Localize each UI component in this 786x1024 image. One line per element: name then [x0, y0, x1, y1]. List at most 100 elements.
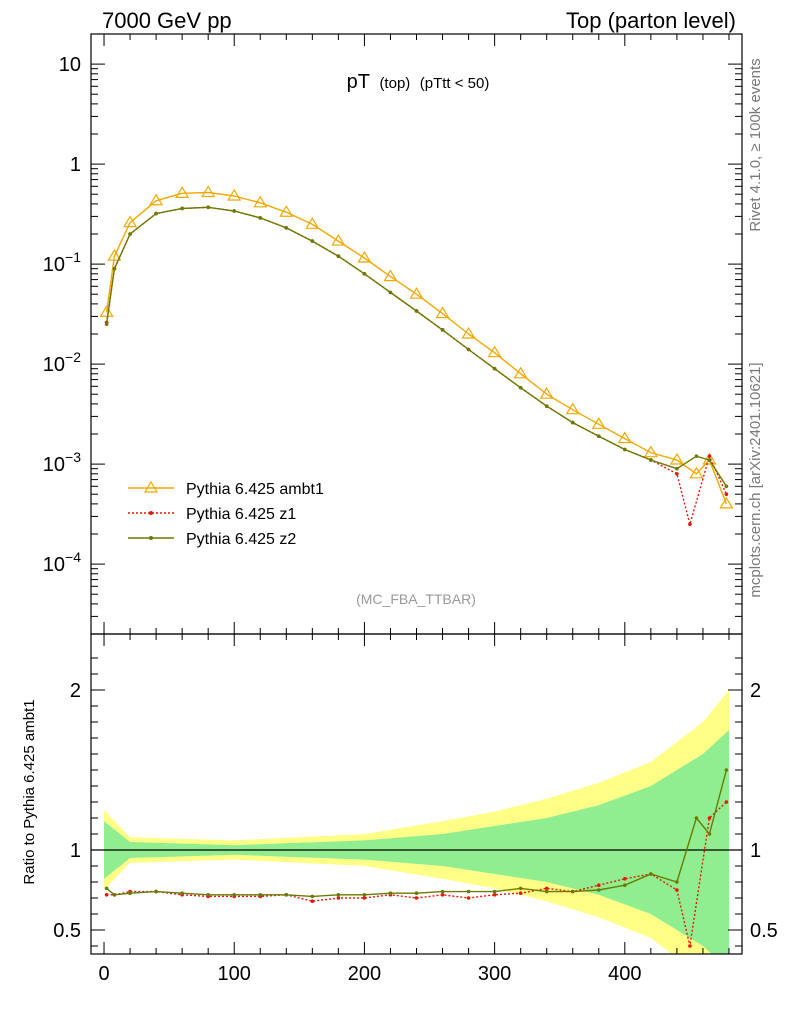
legend: Pythia 6.425 ambt1 Pythia 6.425 z1 Pythia … — [128, 480, 324, 548]
data-point-z1 — [707, 454, 712, 458]
ratio-point-z1 — [104, 893, 109, 897]
ratio-point-z1 — [623, 877, 627, 881]
ratio-point-z2 — [492, 889, 497, 894]
ratio-point-z2 — [310, 894, 315, 899]
legend-marker-ambt1 — [143, 480, 159, 493]
data-point-ambt1 — [591, 417, 606, 429]
data-point-z2 — [675, 466, 679, 471]
ratio-point-z2 — [206, 893, 210, 897]
y-tick-label: 10 — [59, 54, 81, 76]
x-tick-label: 0 — [98, 963, 109, 985]
ratio-y-tick-label-right: 1 — [750, 840, 761, 862]
y-tick-label: 10−2 — [43, 349, 81, 376]
rivet-label: Rivet 4.1.0, ≥ 100k events — [747, 58, 764, 231]
data-point-z2 — [362, 271, 367, 276]
ratio-y-tick-label: 0.5 — [53, 920, 81, 942]
data-point-z2 — [492, 366, 497, 371]
data-point-z2 — [258, 216, 263, 220]
data-point-z2 — [112, 266, 117, 271]
ratio-point-z1 — [492, 893, 497, 897]
ratio-point-z2 — [724, 768, 729, 772]
data-point-ambt1 — [357, 250, 372, 263]
x-tick-label: 100 — [218, 963, 251, 985]
data-point-z2 — [623, 447, 627, 452]
data-point-ambt1 — [253, 195, 268, 208]
axes-group: 0 100 200 300 400 10 1 10−1 10−2 10−3 10−4 0.5 0.5 1 1… — [43, 33, 778, 985]
data-point-ambt1 — [409, 287, 424, 299]
data-point-ambt1 — [719, 496, 734, 509]
ratio-point-z1 — [544, 886, 549, 891]
data-point-z2 — [440, 328, 445, 332]
ratio-ylabel: Ratio to Pythia 6.425 ambt1 — [21, 699, 38, 884]
data-point-z2 — [206, 205, 210, 210]
series-line-ambt1 — [105, 191, 728, 505]
ratio-point-z2 — [336, 893, 341, 897]
x-tick-label: 300 — [478, 963, 511, 985]
data-point-z2 — [596, 434, 601, 439]
ratio-point-z2 — [440, 889, 445, 894]
data-point-ambt1 — [669, 452, 684, 465]
data-point-z2 — [649, 458, 653, 462]
ratio-point-z2 — [570, 889, 575, 894]
data-point-z2 — [154, 211, 158, 216]
chart-title: pT (top) (pTtt < 50) — [347, 71, 490, 93]
data-point-ambt1 — [383, 269, 398, 282]
ratio-point-z2 — [414, 891, 419, 895]
data-point-ambt1 — [539, 387, 554, 399]
ratio-point-z2 — [544, 889, 549, 894]
ratio-point-z2 — [128, 891, 132, 895]
mcplots-label: mcplots.cern.ch [arXiv:2401.10621] — [747, 362, 764, 597]
legend-label-z2: Pythia 6.425 z2 — [186, 531, 296, 548]
data-point-z1 — [724, 492, 729, 497]
ratio-point-z2 — [675, 880, 679, 884]
data-point-z1 — [675, 471, 679, 476]
y-tick-label: 10−1 — [43, 249, 81, 276]
y-tick-label: 10−3 — [43, 449, 81, 476]
ratio-y-tick-label: 2 — [70, 680, 81, 702]
ratio-point-z2 — [258, 893, 263, 897]
series-line-z1 — [105, 206, 728, 527]
data-point-ambt1 — [435, 306, 450, 319]
data-point-ambt1 — [175, 186, 190, 198]
ratio-y-tick-label: 1 — [70, 840, 81, 862]
data-point-z2 — [518, 385, 523, 390]
data-point-z2 — [570, 420, 575, 425]
data-point-ambt1 — [331, 233, 346, 246]
ratio-point-z2 — [154, 889, 158, 894]
ratio-point-z1 — [414, 896, 419, 900]
y-tick-label: 10−4 — [43, 549, 81, 576]
header-right: Top (parton level) — [566, 8, 736, 33]
x-tick-label: 200 — [348, 963, 381, 985]
main-series-group — [99, 185, 734, 527]
data-point-z2 — [694, 454, 699, 458]
ratio-point-z2 — [362, 893, 367, 897]
data-point-ambt1 — [123, 215, 138, 228]
legend-marker-z2 — [149, 536, 153, 540]
ratio-point-z2 — [232, 893, 237, 897]
data-point-z2 — [414, 309, 419, 313]
ratio-point-z2 — [707, 832, 712, 836]
ratio-point-z2 — [518, 886, 523, 891]
ratio-point-z1 — [336, 896, 341, 900]
data-point-z2 — [232, 209, 237, 213]
ratio-point-z2 — [649, 872, 653, 876]
ratio-band-green — [104, 730, 729, 954]
ratio-series-group — [104, 768, 729, 948]
series-line-z2 — [105, 206, 727, 487]
data-point-ambt1 — [689, 466, 704, 479]
data-point-ambt1 — [565, 402, 580, 415]
legend-label-z1: Pythia 6.425 z1 — [186, 506, 296, 523]
legend-label-ambt1: Pythia 6.425 ambt1 — [186, 481, 324, 498]
data-point-z2 — [466, 347, 471, 352]
data-point-ambt1 — [643, 445, 658, 458]
ratio-point-z2 — [104, 886, 109, 891]
data-point-z2 — [724, 484, 729, 489]
ratio-y-tick-label-right: 0.5 — [750, 920, 778, 942]
data-point-z2 — [544, 404, 549, 408]
data-point-ambt1 — [513, 366, 528, 379]
ratio-point-z2 — [596, 888, 601, 892]
ratio-point-z2 — [284, 893, 289, 897]
data-point-z2 — [284, 226, 289, 230]
data-point-ambt1 — [487, 345, 502, 358]
